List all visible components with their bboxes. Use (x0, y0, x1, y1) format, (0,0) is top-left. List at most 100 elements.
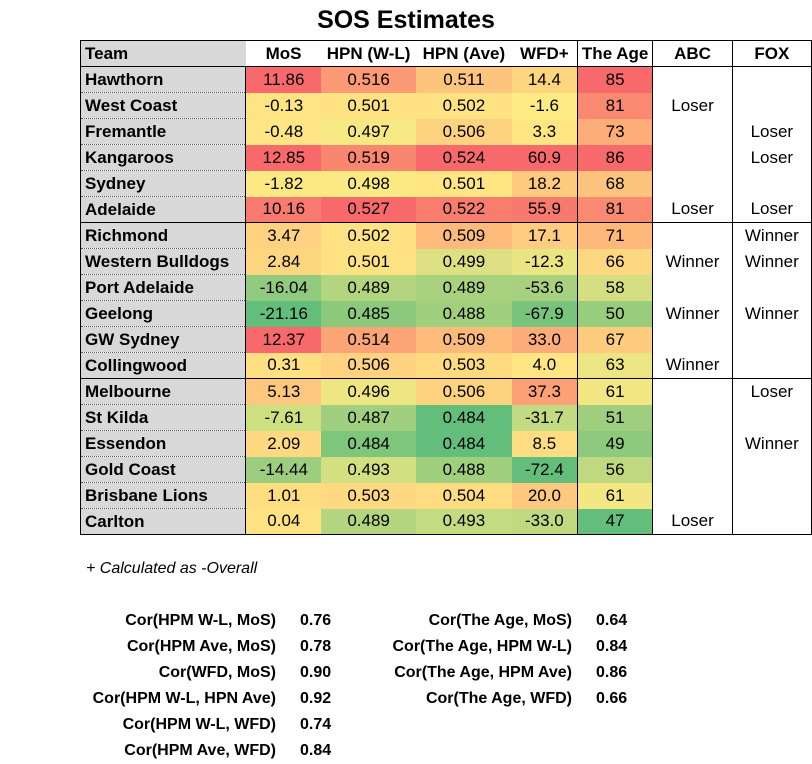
table-row: Essendon 2.09 0.484 0.484 8.5 49 Winner (79, 430, 812, 457)
column-header-hpn-wl: HPN (W-L) (321, 40, 417, 67)
fox-prediction-cell (732, 482, 812, 509)
the-age-cell: 49 (576, 430, 654, 457)
hpn-wl-cell: 0.485 (321, 300, 417, 327)
fox-prediction-cell (732, 274, 812, 301)
correlation-label: Cor(HPM Ave, MoS) (126, 638, 276, 655)
team-name-cell: Geelong (79, 300, 247, 327)
fox-prediction-cell: Loser (732, 196, 812, 223)
the-age-cell: 85 (576, 66, 654, 93)
hpn-wl-cell: 0.506 (321, 352, 417, 379)
mos-cell: 5.13 (245, 378, 322, 405)
hpn-ave-cell: 0.524 (416, 144, 512, 171)
abc-prediction-cell (652, 66, 733, 93)
wfd-cell: -12.3 (511, 248, 578, 275)
column-header-mos: MoS (245, 40, 322, 67)
correlation-label: Cor(The Age, HPM W-L) (392, 638, 572, 655)
mos-cell: 0.31 (245, 352, 322, 379)
team-name-cell: Carlton (79, 508, 247, 535)
wfd-cell: -53.6 (511, 274, 578, 301)
hpn-ave-cell: 0.499 (416, 248, 512, 275)
column-header-abc: ABC (652, 40, 733, 67)
fox-prediction-cell (732, 508, 812, 535)
correlation-label: Cor(The Age, MoS) (428, 612, 572, 629)
correlation-value: 0.86 (596, 664, 628, 681)
mos-cell: 2.09 (245, 430, 322, 457)
table-row: GW Sydney 12.37 0.514 0.509 33.0 67 (79, 326, 812, 353)
table-row: Gold Coast -14.44 0.493 0.488 -72.4 56 (79, 456, 812, 483)
team-name-cell: GW Sydney (79, 326, 247, 353)
table-row: Sydney -1.82 0.498 0.501 18.2 68 (79, 170, 812, 197)
team-name-cell: Sydney (79, 170, 247, 197)
wfd-cell: 37.3 (511, 378, 578, 405)
abc-prediction-cell (652, 144, 733, 171)
hpn-ave-cell: 0.501 (416, 170, 512, 197)
hpn-ave-cell: 0.522 (416, 196, 512, 223)
wfd-cell: 8.5 (511, 430, 578, 457)
column-header-team: Team (79, 40, 246, 67)
abc-prediction-cell: Loser (652, 92, 733, 119)
correlation-label: Cor(HPM W-L, MoS) (125, 612, 276, 629)
hpn-wl-cell: 0.503 (321, 482, 417, 509)
the-age-cell: 61 (576, 378, 654, 405)
the-age-cell: 66 (576, 248, 654, 275)
correlations-left: Cor(HPM W-L, MoS) 0.76 Cor(HPM Ave, MoS) 0.… (0, 608, 332, 764)
wfd-cell: 18.2 (511, 170, 578, 197)
hpn-ave-cell: 0.488 (416, 300, 512, 327)
the-age-cell: 67 (576, 326, 654, 353)
mos-cell: 12.85 (245, 144, 322, 171)
correlation-row: Cor(The Age, HPM Ave) 0.86 (376, 660, 627, 686)
abc-prediction-cell (652, 404, 733, 431)
correlation-row: Cor(WFD, MoS) 0.90 (0, 660, 331, 686)
abc-prediction-cell: Winner (652, 248, 733, 275)
hpn-wl-cell: 0.514 (321, 326, 417, 353)
mos-cell: -21.16 (245, 300, 322, 327)
wfd-cell: 3.3 (511, 118, 578, 145)
table-body: Hawthorn 11.86 0.516 0.511 14.4 85 West Coast -… (79, 66, 812, 535)
team-name-cell: Collingwood (79, 352, 247, 379)
sos-table: Team MoS HPN (W-L) HPN (Ave) WFD+ The Age ABC F… (79, 40, 812, 535)
wfd-cell: 17.1 (511, 222, 578, 249)
the-age-cell: 81 (576, 92, 654, 119)
table-row: Richmond 3.47 0.502 0.509 17.1 71 Winner (79, 222, 812, 249)
hpn-wl-cell: 0.501 (321, 248, 417, 275)
mos-cell: 0.04 (245, 508, 322, 535)
wfd-cell: -33.0 (511, 508, 578, 535)
hpn-wl-cell: 0.489 (321, 274, 417, 301)
correlation-label: Cor(HPM W-L, WFD) (122, 716, 276, 733)
mos-cell: -0.13 (245, 92, 322, 119)
footnote: + Calculated as -Overall (86, 560, 258, 577)
hpn-wl-cell: 0.497 (321, 118, 417, 145)
hpn-wl-cell: 0.501 (321, 92, 417, 119)
hpn-ave-cell: 0.504 (416, 482, 512, 509)
table-row: Carlton 0.04 0.489 0.493 -33.0 47 Loser (79, 508, 812, 535)
hpn-ave-cell: 0.502 (416, 92, 512, 119)
fox-prediction-cell (732, 404, 812, 431)
abc-prediction-cell (652, 326, 733, 353)
the-age-cell: 68 (576, 170, 654, 197)
table-row: Hawthorn 11.86 0.516 0.511 14.4 85 (79, 66, 812, 93)
table-row: Adelaide 10.16 0.527 0.522 55.9 81 Loser Loser (79, 196, 812, 223)
hpn-wl-cell: 0.498 (321, 170, 417, 197)
correlation-value: 0.84 (300, 742, 332, 759)
column-header-fox: FOX (732, 40, 812, 67)
mos-cell: 10.16 (245, 196, 322, 223)
correlation-value: 0.78 (300, 638, 332, 655)
hpn-ave-cell: 0.506 (416, 378, 512, 405)
the-age-cell: 73 (576, 118, 654, 145)
hpn-ave-cell: 0.511 (416, 66, 512, 93)
the-age-cell: 63 (576, 352, 654, 379)
team-name-cell: Gold Coast (79, 456, 247, 483)
the-age-cell: 71 (576, 222, 654, 249)
correlation-label: Cor(HPM Ave, WFD) (124, 742, 276, 759)
hpn-ave-cell: 0.506 (416, 118, 512, 145)
mos-cell: 2.84 (245, 248, 322, 275)
wfd-cell: 33.0 (511, 326, 578, 353)
wfd-cell: -1.6 (511, 92, 578, 119)
table-row: Fremantle -0.48 0.497 0.506 3.3 73 Loser (79, 118, 812, 145)
fox-prediction-cell (732, 456, 812, 483)
hpn-ave-cell: 0.484 (416, 430, 512, 457)
fox-prediction-cell: Loser (732, 118, 812, 145)
mos-cell: -14.44 (245, 456, 322, 483)
abc-prediction-cell (652, 430, 733, 457)
hpn-ave-cell: 0.489 (416, 274, 512, 301)
